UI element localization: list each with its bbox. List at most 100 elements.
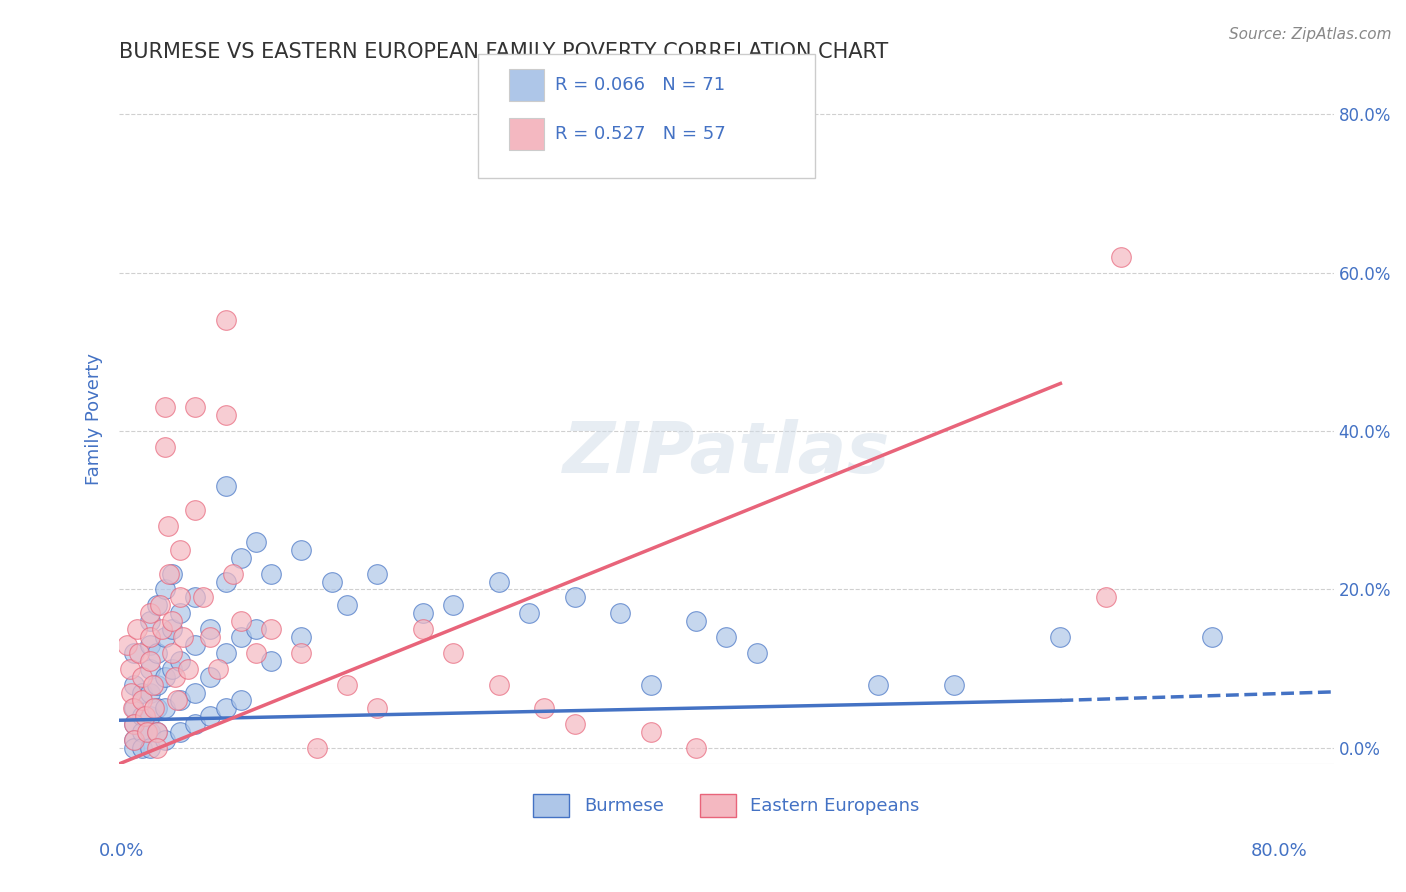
Point xyxy=(146,677,169,691)
Point xyxy=(229,693,252,707)
Point xyxy=(305,741,328,756)
Point xyxy=(162,646,184,660)
Point xyxy=(146,725,169,739)
Point xyxy=(260,654,283,668)
Point xyxy=(124,701,146,715)
Point xyxy=(214,313,236,327)
Point xyxy=(441,599,464,613)
Point xyxy=(157,566,180,581)
Point xyxy=(716,630,738,644)
Point xyxy=(120,685,142,699)
Point xyxy=(336,599,359,613)
Point xyxy=(685,614,707,628)
Point xyxy=(184,401,207,415)
Point xyxy=(165,670,187,684)
Point xyxy=(214,408,236,422)
Point xyxy=(149,599,172,613)
Point xyxy=(153,733,176,747)
Point xyxy=(146,701,169,715)
Point xyxy=(153,630,176,644)
Point xyxy=(169,654,191,668)
Point xyxy=(184,717,207,731)
Point xyxy=(488,677,510,691)
Point xyxy=(138,630,160,644)
Point xyxy=(153,440,176,454)
Point xyxy=(321,574,343,589)
Point xyxy=(609,607,631,621)
Point xyxy=(245,622,267,636)
Point xyxy=(214,646,236,660)
Point xyxy=(150,622,173,636)
Point xyxy=(138,654,160,668)
Point xyxy=(169,725,191,739)
Point xyxy=(146,741,169,756)
Point xyxy=(290,542,312,557)
Point xyxy=(336,677,359,691)
Point xyxy=(146,599,169,613)
Point xyxy=(1049,630,1071,644)
Point xyxy=(131,670,153,684)
Point xyxy=(153,670,176,684)
Point xyxy=(200,670,222,684)
Point xyxy=(143,701,166,715)
Point xyxy=(115,638,138,652)
Point xyxy=(184,638,207,652)
Text: ZIPatlas: ZIPatlas xyxy=(562,419,890,488)
Y-axis label: Family Poverty: Family Poverty xyxy=(86,353,103,485)
Point xyxy=(366,701,388,715)
Point xyxy=(138,709,160,723)
Point xyxy=(685,741,707,756)
Point xyxy=(134,709,156,723)
Point xyxy=(166,693,188,707)
Point xyxy=(564,591,586,605)
Point xyxy=(207,662,229,676)
Point xyxy=(640,677,662,691)
Point xyxy=(153,401,176,415)
Point xyxy=(229,550,252,565)
Point xyxy=(441,646,464,660)
Point xyxy=(1201,630,1223,644)
Point xyxy=(169,693,191,707)
Point xyxy=(135,725,157,739)
Text: 0.0%: 0.0% xyxy=(98,842,143,860)
Point xyxy=(131,725,153,739)
Point xyxy=(191,591,214,605)
Point xyxy=(260,566,283,581)
Point xyxy=(138,685,160,699)
Point xyxy=(200,622,222,636)
Point xyxy=(943,677,966,691)
Point xyxy=(146,646,169,660)
Point xyxy=(162,662,184,676)
Point xyxy=(412,622,434,636)
Point xyxy=(290,630,312,644)
Point xyxy=(131,709,153,723)
Point xyxy=(184,685,207,699)
Point xyxy=(260,622,283,636)
Point xyxy=(127,622,149,636)
Point xyxy=(533,701,555,715)
Point xyxy=(172,630,194,644)
Point xyxy=(412,607,434,621)
Point xyxy=(169,591,191,605)
Point xyxy=(745,646,768,660)
Point xyxy=(142,677,165,691)
Text: Source: ZipAtlas.com: Source: ZipAtlas.com xyxy=(1229,27,1392,42)
Point xyxy=(162,622,184,636)
Point xyxy=(640,725,662,739)
Point xyxy=(138,725,160,739)
Point xyxy=(290,646,312,660)
Point xyxy=(124,741,146,756)
Point xyxy=(118,662,141,676)
Point xyxy=(214,479,236,493)
Point xyxy=(564,717,586,731)
Text: BURMESE VS EASTERN EUROPEAN FAMILY POVERTY CORRELATION CHART: BURMESE VS EASTERN EUROPEAN FAMILY POVER… xyxy=(120,42,889,62)
Text: R = 0.527   N = 57: R = 0.527 N = 57 xyxy=(555,125,725,143)
Point xyxy=(138,741,160,756)
Point xyxy=(124,733,146,747)
Point xyxy=(229,630,252,644)
Point xyxy=(488,574,510,589)
Point xyxy=(214,574,236,589)
Point xyxy=(162,614,184,628)
Point xyxy=(153,582,176,597)
Point xyxy=(200,630,222,644)
